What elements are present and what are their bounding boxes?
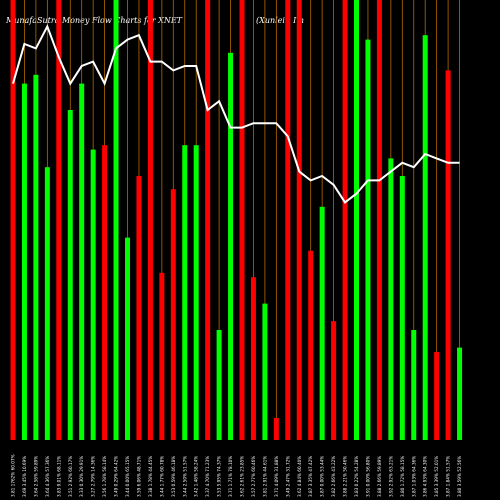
tick-label: 3.80 1.72% 58.15% <box>400 456 405 497</box>
bar <box>147 0 153 440</box>
tick-label: 3.49 0.29% 64.42% <box>114 456 119 497</box>
tick-label: 3.44 1.77% 60.78% <box>159 456 164 497</box>
bar <box>239 0 245 440</box>
tick-label: 3.38 1.78% 44.45% <box>148 456 153 497</box>
bar <box>399 176 405 440</box>
bar <box>33 74 39 441</box>
bar-series <box>10 0 463 441</box>
tick-label: 3.69 3.45% 10.69% <box>22 456 27 497</box>
bar <box>90 149 96 440</box>
bar <box>422 35 428 440</box>
tick-label: 3.37 4.70% 71.23% <box>205 456 210 497</box>
bar <box>228 52 234 441</box>
bar <box>445 70 451 441</box>
tick-label: 3.51 2.92% 60.17% <box>68 456 73 497</box>
tick-label: 3.57 2.77% 60.46% <box>251 456 256 497</box>
chart-title: MunafaSutra Money Flow Charts for XNET <box>6 16 182 25</box>
bar <box>79 83 85 440</box>
tick-label: 3.44 0.00% 65.15% <box>125 456 130 497</box>
tick-label: 3.71 4.09% 31.88% <box>274 456 279 497</box>
tick-label: 3.87 3.35% 47.42% <box>308 456 313 497</box>
tick-label: 3.86 4.93% 64.30% <box>423 456 428 497</box>
bar <box>56 0 62 440</box>
bar <box>136 176 142 440</box>
bar <box>308 250 314 440</box>
bar <box>182 145 188 440</box>
bar <box>10 0 16 440</box>
tick-label: 3.91 0.00% 56.80% <box>365 456 370 497</box>
tick-label: 3.64 4.36% 57.36% <box>45 456 50 497</box>
bar <box>296 0 302 440</box>
tick-label: 3.71 1.71% 78.10% <box>228 456 233 497</box>
tick-label: 3.53 0.59% 46.18% <box>171 456 176 497</box>
tick-label: 3.87 0.00% 53.44% <box>320 456 325 497</box>
bar <box>102 145 108 440</box>
bar <box>21 83 27 440</box>
tick-label: 3.82 2.66% 43.22% <box>331 456 336 497</box>
tick-label: 3.88 2.21% 50.46% <box>343 456 348 497</box>
tick-label: 3.59 6.06% 48.71% <box>136 456 141 497</box>
tick-label: 3.88 2.66% 59.89% <box>377 456 382 497</box>
bar <box>159 272 165 440</box>
tick-label: 3.81 1762% 60.07% <box>11 454 16 497</box>
tick-label: 3.81 2.91% 44.61% <box>262 456 267 497</box>
bar <box>411 330 417 440</box>
bar <box>250 277 256 440</box>
bar <box>273 418 279 440</box>
tick-label: 3.27 2.79% 14.36% <box>91 456 96 497</box>
tick-label: 3.62 4.84% 60.40% <box>297 456 302 497</box>
bar <box>331 321 337 440</box>
bar <box>285 0 291 440</box>
bar <box>354 0 359 440</box>
bar <box>262 303 268 440</box>
bar <box>365 39 371 440</box>
tick-label: 3.53 5.95% 74.37% <box>217 456 222 497</box>
chart-subtitle: (Xunlei ) Im <box>256 16 304 25</box>
tick-label: 3.83 0.22% 54.28% <box>354 456 359 497</box>
tick-label: 3.80 3.59% 52.56% <box>457 456 462 497</box>
bar <box>376 0 382 440</box>
bar <box>125 237 130 440</box>
bar <box>67 110 73 440</box>
x-tick-labels: 3.81 1762% 60.07% 3.69 3.45% 10.69% 3.64 2… <box>11 454 463 497</box>
tick-label: 3.87 1.84% 51.57% <box>446 456 451 497</box>
bar <box>205 0 211 440</box>
tick-label: 3.92 2.92% 63.21% <box>388 456 393 497</box>
bar <box>319 206 325 440</box>
tick-label: 3.83 9.01% 68.11% <box>56 456 61 497</box>
money-flow-line <box>12 23 460 204</box>
bar <box>434 352 440 440</box>
tick-label: 3.64 2.58% 59.89% <box>33 456 38 497</box>
tick-label: 3.56 1.78% 58.14% <box>102 456 107 497</box>
bar <box>44 167 50 440</box>
bar <box>388 158 394 440</box>
bar <box>457 347 463 440</box>
bar <box>170 189 176 440</box>
tick-label: 3.44 2.50% 51.57% <box>182 456 187 497</box>
tick-label: 3.42 1.48% 58.24% <box>194 456 199 497</box>
bar <box>113 0 119 440</box>
tick-label: 3.87 1.03% 64.36% <box>411 456 416 497</box>
bar <box>342 0 348 440</box>
bar <box>193 145 199 440</box>
tick-label: 3.62 2.61% 23.85% <box>240 456 245 497</box>
bar <box>216 330 222 440</box>
tick-label: 3.85 3.39% 52.01% <box>434 456 439 497</box>
tick-label: 3.49 2.47% 31.72% <box>285 456 290 497</box>
tick-label: 3.33 0.30% 29.91% <box>79 456 84 497</box>
